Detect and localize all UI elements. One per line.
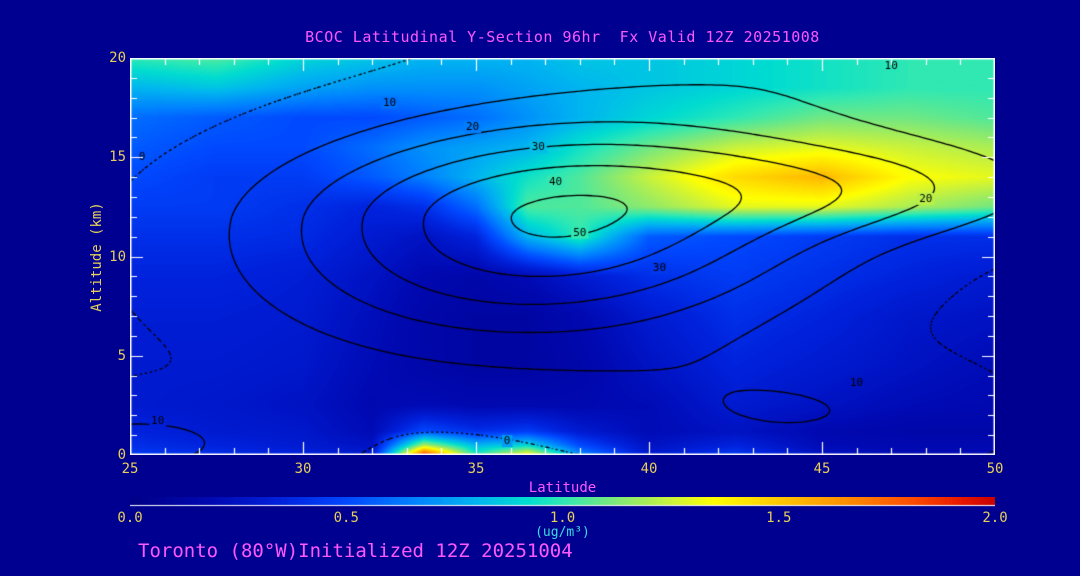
colorbar-tick-label: 2.0 [982, 510, 1008, 526]
x-tick-label: 50 [986, 461, 1004, 477]
colorbar-tick-label: 1.0 [549, 510, 576, 526]
x-tick-label: 45 [813, 461, 831, 477]
x-tick-label: 40 [640, 461, 658, 477]
y-tick-label: 0 [117, 447, 126, 463]
y-tick-label: 5 [117, 347, 126, 364]
x-tick-label: 35 [467, 461, 485, 477]
x-tick-label: 25 [121, 461, 139, 477]
cross-section-plot-canvas [130, 58, 995, 455]
model-run-info: Toronto (80°W)Initialized 12Z 20251004 [138, 540, 573, 562]
x-axis-label: Latitude [528, 480, 597, 496]
colorbar-tick-label: 1.5 [766, 510, 792, 526]
y-tick-label: 15 [109, 149, 126, 166]
y-tick-label: 10 [109, 248, 126, 265]
colorbar-tick-label: 0.5 [333, 510, 359, 526]
colorbar-canvas [130, 497, 995, 507]
plot-title: BCOC Latitudinal Y-Section 96hr Fx Valid… [305, 28, 820, 46]
y-tick-label: 20 [109, 50, 126, 66]
colorbar-units-label: (ug/m³) [535, 525, 590, 540]
colorbar-tick-label: 0.0 [117, 510, 143, 526]
x-tick-label: 30 [294, 461, 312, 477]
